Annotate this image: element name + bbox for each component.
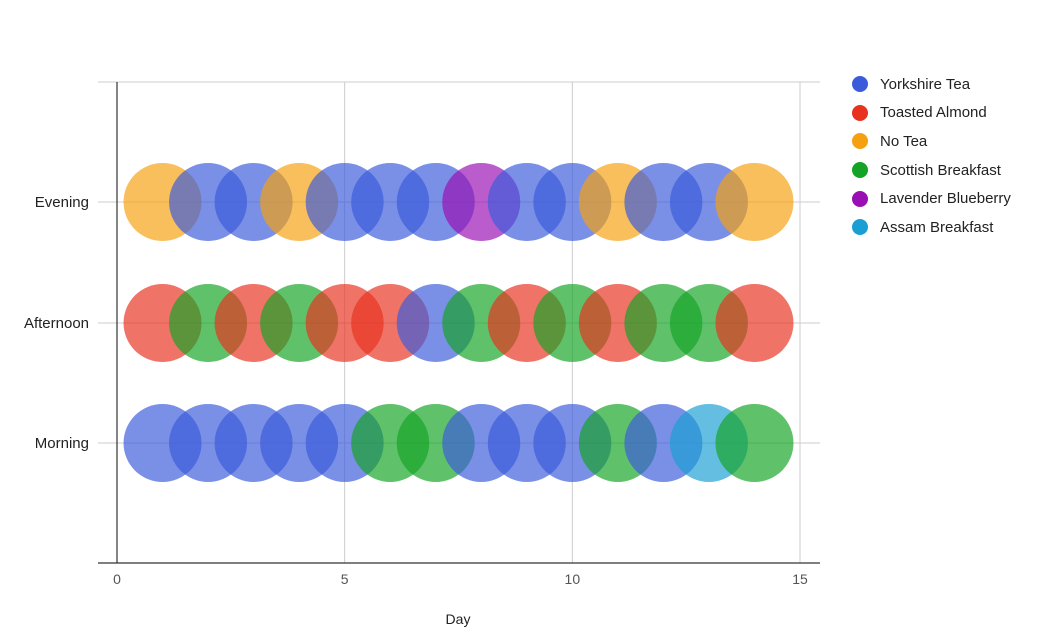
y-tick-label-morning: Morning: [35, 435, 89, 452]
x-tick-label: 10: [565, 571, 581, 587]
x-tick-label: 0: [113, 571, 121, 587]
x-tick-label: 5: [341, 571, 349, 587]
legend-label: Toasted Almond: [880, 104, 987, 122]
legend-label: Assam Breakfast: [880, 218, 994, 236]
legend-item: Assam Breakfast: [852, 213, 1011, 242]
axis-labels: 0 5 10 15 Morning Afternoon Evening Day: [24, 194, 808, 627]
legend-swatch: [852, 76, 868, 93]
legend-item: Lavender Blueberry: [852, 184, 1011, 213]
legend-swatch: [852, 162, 868, 179]
legend-label: Yorkshire Tea: [880, 75, 971, 93]
axes: [98, 82, 820, 564]
legend-item: Scottish Breakfast: [852, 156, 1011, 185]
bubbles: [123, 163, 794, 482]
legend-label: Scottish Breakfast: [880, 161, 1001, 179]
legend-swatch: [852, 104, 868, 121]
legend-swatch: [852, 133, 868, 150]
legend-item: No Tea: [852, 127, 1011, 156]
x-axis-title: Day: [446, 611, 471, 627]
bubble-evening-14: [715, 163, 794, 241]
bubble-afternoon-14: [715, 284, 794, 362]
legend-item: Yorkshire Tea: [852, 70, 1011, 99]
legend-label: Lavender Blueberry: [880, 190, 1011, 208]
legend-item: Toasted Almond: [852, 99, 1011, 128]
y-tick-label-evening: Evening: [35, 194, 89, 211]
bubble-morning-14: [715, 404, 794, 482]
legend: Yorkshire Tea Toasted Almond No Tea Scottis…: [852, 70, 1011, 242]
legend-label: No Tea: [880, 132, 928, 150]
x-tick-label: 15: [792, 571, 808, 587]
legend-swatch: [852, 219, 868, 236]
y-tick-label-afternoon: Afternoon: [24, 315, 89, 332]
legend-swatch: [852, 190, 868, 207]
